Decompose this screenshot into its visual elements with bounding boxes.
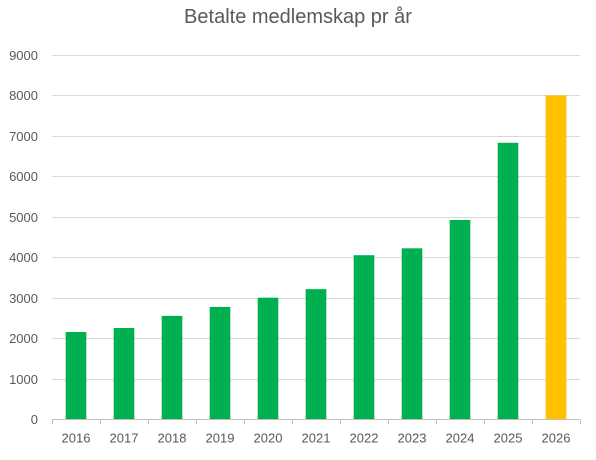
y-tick-label: 8000 — [9, 88, 38, 103]
x-tick-label: 2026 — [542, 431, 571, 446]
bars — [65, 95, 567, 419]
y-tick-label: 0 — [31, 412, 38, 427]
bar-2025 — [497, 142, 519, 419]
bar-2023 — [401, 248, 423, 419]
x-tick-label: 2020 — [254, 431, 283, 446]
bar-2021 — [305, 289, 327, 419]
bar-2026 — [545, 95, 567, 419]
y-tick-label: 4000 — [9, 250, 38, 265]
chart-title: Betalte medlemskap pr år — [184, 6, 412, 28]
x-tick-label: 2022 — [350, 431, 379, 446]
y-tick-label: 3000 — [9, 291, 38, 306]
y-tick-label: 6000 — [9, 169, 38, 184]
y-tick-label: 5000 — [9, 210, 38, 225]
bar-2018 — [161, 315, 183, 419]
x-tick-label: 2016 — [62, 431, 91, 446]
y-tick-label: 9000 — [9, 48, 38, 63]
bar-2020 — [257, 297, 279, 419]
x-tick-label: 2018 — [158, 431, 187, 446]
y-tick-label: 1000 — [9, 372, 38, 387]
y-tick-label: 7000 — [9, 129, 38, 144]
x-tick-label: 2025 — [494, 431, 523, 446]
bar-2017 — [113, 328, 135, 419]
axes: 0 1000 2000 3000 4000 5000 6000 7000 8000 9000 201… — [9, 48, 581, 446]
bar-2022 — [353, 255, 375, 419]
x-tick-label: 2024 — [446, 431, 475, 446]
x-tick-label: 2023 — [398, 431, 427, 446]
bar-2024 — [449, 220, 471, 419]
x-tick-label: 2017 — [110, 431, 139, 446]
x-tick-label: 2021 — [302, 431, 331, 446]
y-tick-label: 2000 — [9, 331, 38, 346]
x-tick-label: 2019 — [206, 431, 235, 446]
bar-2016 — [65, 332, 87, 419]
bar-2019 — [209, 306, 231, 419]
